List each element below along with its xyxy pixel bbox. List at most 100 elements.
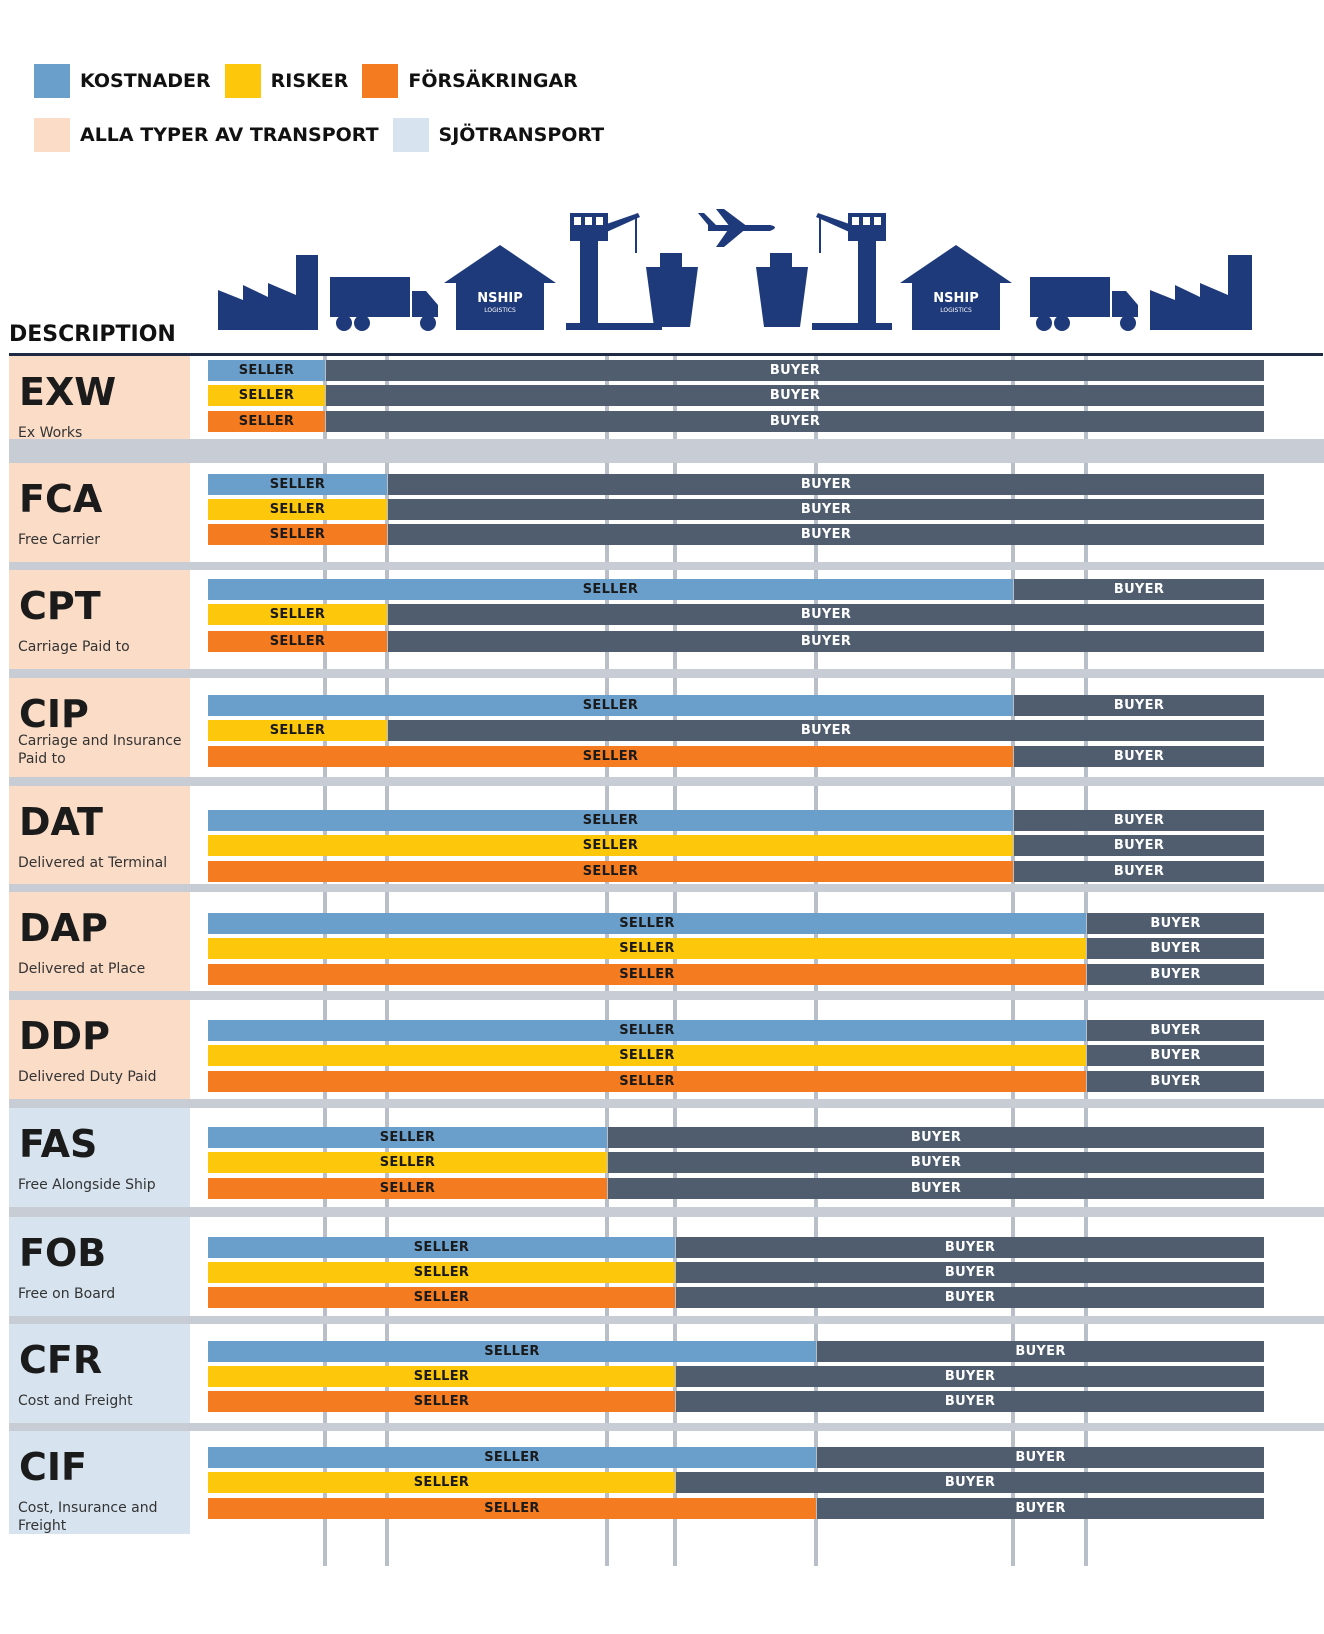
seller-segment: SELLER bbox=[208, 1366, 675, 1387]
incoterm-row-dat: DAT Delivered at Terminal SELLER BUYER SELLE… bbox=[9, 786, 1324, 886]
term-description-cell: DAT Delivered at Terminal bbox=[9, 786, 190, 886]
seller-segment: SELLER bbox=[208, 810, 1013, 831]
insurance-bar: SELLER BUYER bbox=[208, 1071, 1264, 1092]
costs-bar: SELLER BUYER bbox=[208, 1127, 1264, 1148]
buyer-segment: BUYER bbox=[388, 474, 1264, 495]
seller-segment: SELLER bbox=[208, 913, 1086, 934]
term-name: Free Carrier bbox=[18, 532, 101, 548]
buyer-segment: BUYER bbox=[1087, 1045, 1264, 1066]
legend-swatch bbox=[362, 64, 399, 98]
insurance-bar: SELLER BUYER bbox=[208, 861, 1264, 882]
risks-bar: SELLER BUYER bbox=[208, 938, 1264, 959]
term-name: Cost and Freight bbox=[18, 1393, 133, 1409]
seller-segment: SELLER bbox=[208, 1020, 1086, 1041]
buyer-segment: BUYER bbox=[676, 1391, 1264, 1412]
legend-item: KOSTNADER bbox=[34, 64, 211, 98]
term-name: Ex Works bbox=[18, 425, 83, 441]
svg-text:LOGISTICS: LOGISTICS bbox=[484, 307, 516, 314]
legend-item: FÖRSÄKRINGAR bbox=[362, 64, 578, 98]
seller-segment: SELLER bbox=[208, 524, 387, 545]
incoterm-row-cpt: CPT Carriage Paid to SELLER BUYER SELLER BUYE… bbox=[9, 570, 1324, 671]
insurance-bar: SELLER BUYER bbox=[208, 524, 1264, 545]
risks-bar: SELLER BUYER bbox=[208, 1045, 1264, 1066]
seller-segment: SELLER bbox=[208, 604, 387, 625]
legend-label: ALLA TYPER AV TRANSPORT bbox=[80, 124, 379, 146]
incoterm-row-cfr: CFR Cost and Freight SELLER BUYER SELLER BUYE… bbox=[9, 1324, 1324, 1425]
term-description-cell: EXW Ex Works bbox=[9, 356, 190, 441]
seller-segment: SELLER bbox=[208, 1071, 1086, 1092]
seller-segment: SELLER bbox=[208, 474, 387, 495]
costs-bar: SELLER BUYER bbox=[208, 1341, 1264, 1362]
row-separator bbox=[9, 439, 1324, 463]
seller-segment: SELLER bbox=[208, 835, 1013, 856]
buyer-segment: BUYER bbox=[676, 1287, 1264, 1308]
legend-row-2: ALLA TYPER AV TRANSPORT SJÖTRANSPORT bbox=[34, 118, 604, 152]
seller-segment: SELLER bbox=[208, 1472, 675, 1493]
ship-icon bbox=[756, 253, 808, 327]
risks-bar: SELLER BUYER bbox=[208, 1262, 1264, 1283]
term-description-cell: CIF Cost, Insurance and Freight bbox=[9, 1431, 190, 1534]
buyer-segment: BUYER bbox=[817, 1447, 1264, 1468]
risks-bar: SELLER BUYER bbox=[208, 604, 1264, 625]
seller-segment: SELLER bbox=[208, 746, 1013, 767]
legend-label: KOSTNADER bbox=[80, 70, 211, 92]
row-separator bbox=[9, 777, 1324, 786]
row-separator bbox=[9, 1207, 1324, 1217]
risks-bar: SELLER BUYER bbox=[208, 1366, 1264, 1387]
seller-segment: SELLER bbox=[208, 1262, 675, 1283]
term-description-cell: CFR Cost and Freight bbox=[9, 1324, 190, 1425]
term-name: Free on Board bbox=[18, 1286, 116, 1302]
seller-segment: SELLER bbox=[208, 499, 387, 520]
row-separator bbox=[9, 991, 1324, 1000]
insurance-bar: SELLER BUYER bbox=[208, 1178, 1264, 1199]
term-description-cell: FOB Free on Board bbox=[9, 1217, 190, 1318]
port-crane-icon bbox=[812, 213, 892, 330]
incoterm-row-ddp: DDP Delivered Duty Paid SELLER BUYER SELLER B… bbox=[9, 1000, 1324, 1101]
costs-bar: SELLER BUYER bbox=[208, 810, 1264, 831]
term-description-cell: DDP Delivered Duty Paid bbox=[9, 1000, 190, 1101]
seller-segment: SELLER bbox=[208, 1498, 816, 1519]
seller-segment: SELLER bbox=[208, 631, 387, 652]
row-separator bbox=[9, 1099, 1324, 1108]
seller-segment: SELLER bbox=[208, 861, 1013, 882]
term-code: DDP bbox=[19, 1014, 110, 1058]
legend-label: SJÖTRANSPORT bbox=[438, 124, 605, 146]
seller-segment: SELLER bbox=[208, 385, 325, 406]
costs-bar: SELLER BUYER bbox=[208, 474, 1264, 495]
warehouse-icon: NSHIP LOGISTICS bbox=[900, 245, 1012, 330]
insurance-bar: SELLER BUYER bbox=[208, 1498, 1264, 1519]
term-name: Delivered at Terminal bbox=[18, 855, 168, 871]
buyer-segment: BUYER bbox=[388, 720, 1264, 741]
incoterm-row-fob: FOB Free on Board SELLER BUYER SELLER BUYER SE… bbox=[9, 1217, 1324, 1318]
legend-swatch bbox=[34, 118, 70, 152]
buyer-segment: BUYER bbox=[326, 385, 1264, 406]
risks-bar: SELLER BUYER bbox=[208, 499, 1264, 520]
legend-row-1: KOSTNADER RISKER FÖRSÄKRINGAR bbox=[34, 64, 592, 98]
risks-bar: SELLER BUYER bbox=[208, 720, 1264, 741]
term-code: CIP bbox=[19, 692, 89, 736]
term-code: CPT bbox=[19, 584, 101, 628]
risks-bar: SELLER BUYER bbox=[208, 1472, 1264, 1493]
buyer-segment: BUYER bbox=[817, 1341, 1264, 1362]
term-code: DAT bbox=[19, 800, 103, 844]
term-code: FOB bbox=[19, 1231, 107, 1275]
risks-bar: SELLER BUYER bbox=[208, 1152, 1264, 1173]
description-heading: DESCRIPTION bbox=[9, 322, 176, 347]
buyer-segment: BUYER bbox=[817, 1498, 1264, 1519]
seller-segment: SELLER bbox=[208, 1447, 816, 1468]
seller-segment: SELLER bbox=[208, 1152, 607, 1173]
buyer-segment: BUYER bbox=[608, 1127, 1264, 1148]
airplane-icon bbox=[698, 209, 775, 247]
buyer-segment: BUYER bbox=[388, 604, 1264, 625]
term-description-cell: DAP Delivered at Place bbox=[9, 892, 190, 993]
svg-text:NSHIP: NSHIP bbox=[477, 291, 523, 306]
seller-segment: SELLER bbox=[208, 411, 325, 432]
buyer-segment: BUYER bbox=[326, 360, 1264, 381]
term-code: DAP bbox=[19, 906, 108, 950]
row-separator bbox=[9, 884, 1324, 892]
truck-icon bbox=[1030, 277, 1138, 331]
buyer-segment: BUYER bbox=[1014, 695, 1264, 716]
legend-item: RISKER bbox=[224, 64, 348, 98]
row-separator bbox=[9, 669, 1324, 678]
row-separator bbox=[9, 562, 1324, 570]
